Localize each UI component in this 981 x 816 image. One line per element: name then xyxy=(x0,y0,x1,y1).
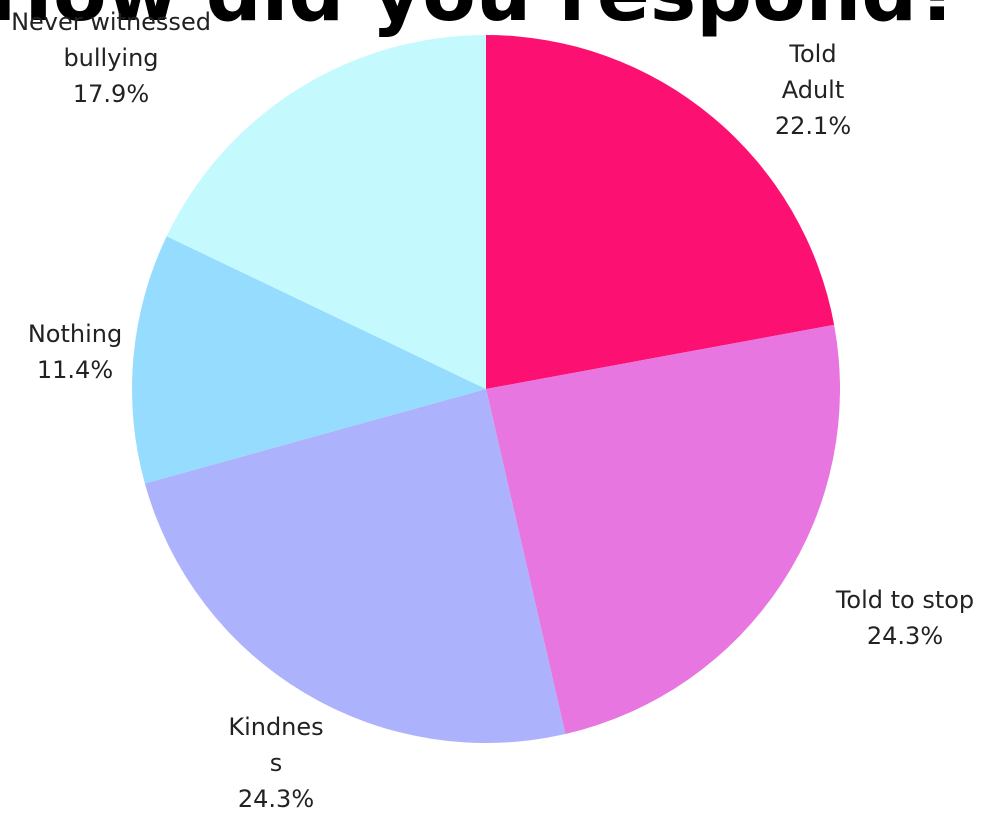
slice-name-label: Nothing xyxy=(28,320,122,348)
slice-value-label: 24.3% xyxy=(867,622,943,650)
slice-name-label: s xyxy=(270,749,283,777)
slice-value-label: 24.3% xyxy=(238,785,314,813)
pie-slice xyxy=(144,389,566,743)
pie-slice xyxy=(486,35,835,389)
pie-slices xyxy=(131,35,841,743)
slice-value-label: 17.9% xyxy=(73,80,149,108)
pie-slice xyxy=(486,324,841,734)
slice-label: Never witnessed bullying 17.9% xyxy=(11,8,211,108)
pie-slice xyxy=(131,236,486,484)
slice-name-label: Told to stop xyxy=(835,586,974,614)
chart-title: How did you respond? xyxy=(0,0,962,39)
slice-label: Told to stop 24.3% xyxy=(835,586,974,650)
slice-name-label: Told xyxy=(788,40,836,68)
slice-label: Nothing 11.4% xyxy=(28,320,122,384)
slice-name-label: Adult xyxy=(782,76,845,104)
slice-value-label: 11.4% xyxy=(37,356,113,384)
pie-slice xyxy=(166,35,486,389)
slice-label: Told Adult 22.1% xyxy=(775,40,851,140)
slice-labels: Told Adult 22.1% Told to stop 24.3% Kindnes s 2… xyxy=(11,8,974,813)
slice-value-label: 22.1% xyxy=(775,112,851,140)
slice-name-label: bullying xyxy=(63,44,158,72)
slice-name-label: Never witnessed xyxy=(11,8,211,36)
slice-name-label: Kindnes xyxy=(228,713,323,741)
slice-label: Kindnes s 24.3% xyxy=(228,713,323,813)
